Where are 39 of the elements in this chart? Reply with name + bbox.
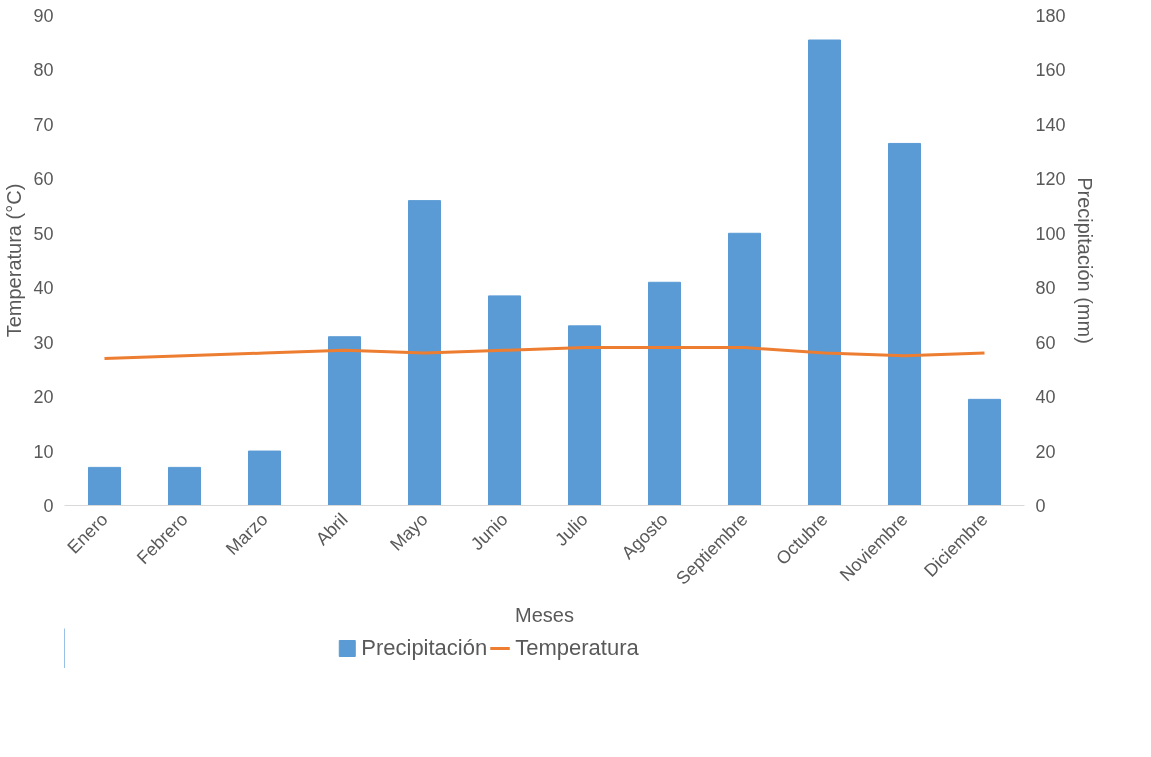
y-tick-label: 80	[33, 60, 54, 81]
y2-axis-title: Precipitación (mm)	[1073, 177, 1096, 344]
x-axis-title: Meses	[515, 603, 574, 626]
y2-tick-label: 0	[1035, 496, 1046, 516]
bar	[408, 200, 441, 506]
y-tick-label: 90	[33, 6, 54, 26]
bar	[808, 39, 841, 506]
y-tick-label: 50	[33, 223, 54, 244]
y2-tick-label: 120	[1035, 169, 1066, 190]
y2-tick-label: 20	[1035, 441, 1056, 462]
y2-tick-label: 180	[1035, 6, 1066, 26]
bar	[488, 295, 521, 506]
y-tick-label: 30	[33, 332, 54, 353]
bar	[168, 466, 201, 506]
bar	[88, 466, 121, 506]
y2-tick-label: 60	[1035, 332, 1056, 353]
bar	[248, 450, 281, 506]
bar	[888, 142, 921, 506]
bar	[968, 398, 1001, 506]
y-axis-title: Temperatura (°C)	[3, 183, 26, 338]
y-tick-label: 60	[33, 169, 54, 190]
y2-tick-label: 160	[1035, 60, 1066, 81]
y-tick-label: 10	[33, 441, 54, 462]
x-tick-label: Julio	[551, 509, 592, 550]
bar	[728, 232, 761, 506]
y-tick-label: 40	[33, 278, 54, 299]
line-series	[103, 346, 986, 360]
bar	[648, 281, 681, 506]
y2-tick-label: 100	[1035, 223, 1066, 244]
y-tick-label: 70	[33, 114, 54, 135]
y2-tick-label: 40	[1035, 387, 1056, 408]
y2-tick-label: 80	[1035, 278, 1056, 299]
y-tick-label: 0	[43, 496, 54, 516]
bar	[328, 336, 361, 506]
y-tick-label: 20	[33, 387, 54, 408]
y2-tick-label: 140	[1035, 114, 1066, 135]
bar	[568, 325, 601, 506]
legend-label: Temperatura	[515, 635, 639, 661]
legend-label: Precipitación	[361, 635, 488, 661]
